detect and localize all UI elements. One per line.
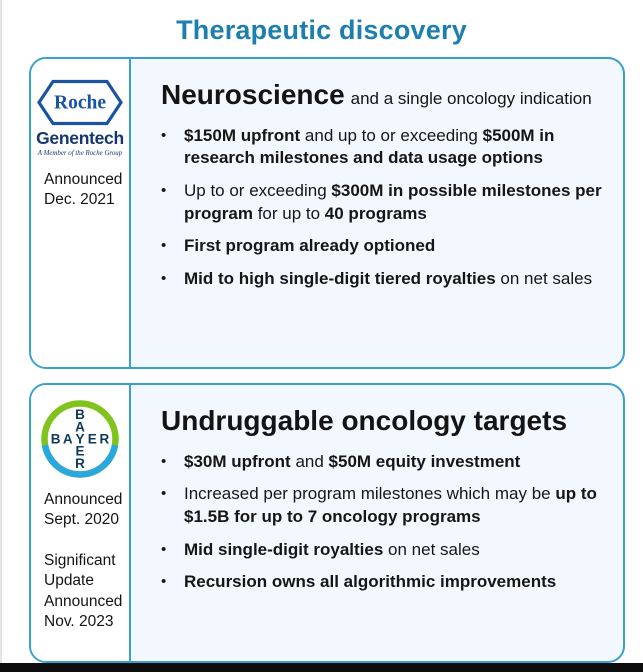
bullet-item: Increased per program milestones which m…	[161, 483, 605, 528]
bullet-icon	[161, 451, 184, 474]
bullet-icon	[161, 235, 184, 258]
bullet-icon	[161, 539, 184, 562]
svg-text:B: B	[75, 407, 85, 422]
bullet-icon	[161, 125, 184, 170]
roche-hexagon-logo-icon: Roche	[37, 79, 123, 126]
bullet-text: $30M upfront and $50M equity investment	[184, 451, 521, 471]
svg-text:Y: Y	[75, 432, 84, 447]
bullet-item: $30M upfront and $50M equity investment	[161, 451, 605, 474]
deal-bullet-list: $30M upfront and $50M equity investment I…	[161, 451, 605, 594]
page-title: Therapeutic discovery	[176, 15, 467, 45]
bullet-text: $150M upfront and up to or exceeding $50…	[184, 125, 555, 168]
bullet-text: First program already optioned	[184, 236, 436, 256]
bottom-black-bar	[0, 663, 643, 672]
deal-heading: Neuroscience and a single oncology indica…	[161, 79, 605, 111]
deal-heading-main: Undruggable oncology targets	[161, 405, 568, 436]
bullet-text: Recursion owns all algorithmic improveme…	[184, 572, 557, 592]
bullet-text: Mid single-digit royalties on net sales	[184, 539, 480, 559]
svg-text:A: A	[63, 432, 73, 447]
bayer-deal-content: Undruggable oncology targets $30M upfron…	[131, 385, 623, 661]
roche-logo-text: Roche	[54, 93, 106, 114]
bullet-icon	[161, 571, 184, 594]
svg-text:B: B	[51, 432, 61, 447]
announcement-notes: Announced Dec. 2021	[31, 170, 129, 211]
announcement-note: Significant Update Announced Nov. 2023	[44, 551, 123, 631]
genentech-logo-text: Genentech	[36, 128, 124, 148]
deal-bullet-list: $150M upfront and up to or exceeding $50…	[161, 125, 605, 291]
bullet-icon	[161, 180, 184, 225]
bullet-text: Up to or exceeding $300M in possible mil…	[184, 181, 602, 223]
bullet-item: Mid to high single-digit tiered royaltie…	[161, 268, 605, 291]
roche-deal-content: Neuroscience and a single oncology indica…	[131, 59, 623, 367]
bullet-item: Recursion owns all algorithmic improveme…	[161, 571, 605, 594]
bullet-icon	[161, 483, 184, 528]
announcement-note: Announced Dec. 2021	[44, 170, 123, 208]
bullet-text: Increased per program milestones which m…	[184, 484, 597, 527]
genentech-tagline: A Member of the Roche Group	[37, 149, 123, 157]
svg-text:R: R	[75, 456, 85, 471]
bullet-icon	[161, 268, 184, 291]
svg-text:E: E	[75, 444, 84, 459]
deal-heading-suffix: and a single oncology indication	[350, 89, 592, 108]
svg-text:E: E	[88, 432, 97, 447]
svg-text:A: A	[75, 419, 85, 434]
deal-heading: Undruggable oncology targets	[161, 405, 605, 437]
bullet-item: $150M upfront and up to or exceeding $50…	[161, 125, 605, 170]
roche-logo-column: Roche Genentech A Member of the Roche Gr…	[31, 59, 131, 367]
announcement-note: Announced Sept. 2020	[44, 491, 123, 529]
bullet-item: Up to or exceeding $300M in possible mil…	[161, 180, 605, 225]
deal-heading-main: Neuroscience	[161, 79, 345, 110]
svg-text:R: R	[100, 432, 110, 447]
bullet-item: First program already optioned	[161, 235, 605, 258]
deal-card-roche-genentech: Roche Genentech A Member of the Roche Gr…	[29, 57, 625, 369]
announcement-notes: Announced Sept. 2020 Significant Update A…	[31, 490, 129, 633]
bullet-item: Mid single-digit royalties on net sales	[161, 539, 605, 562]
page-left-edge	[0, 0, 2, 672]
bullet-text: Mid to high single-digit tiered royaltie…	[184, 268, 593, 288]
